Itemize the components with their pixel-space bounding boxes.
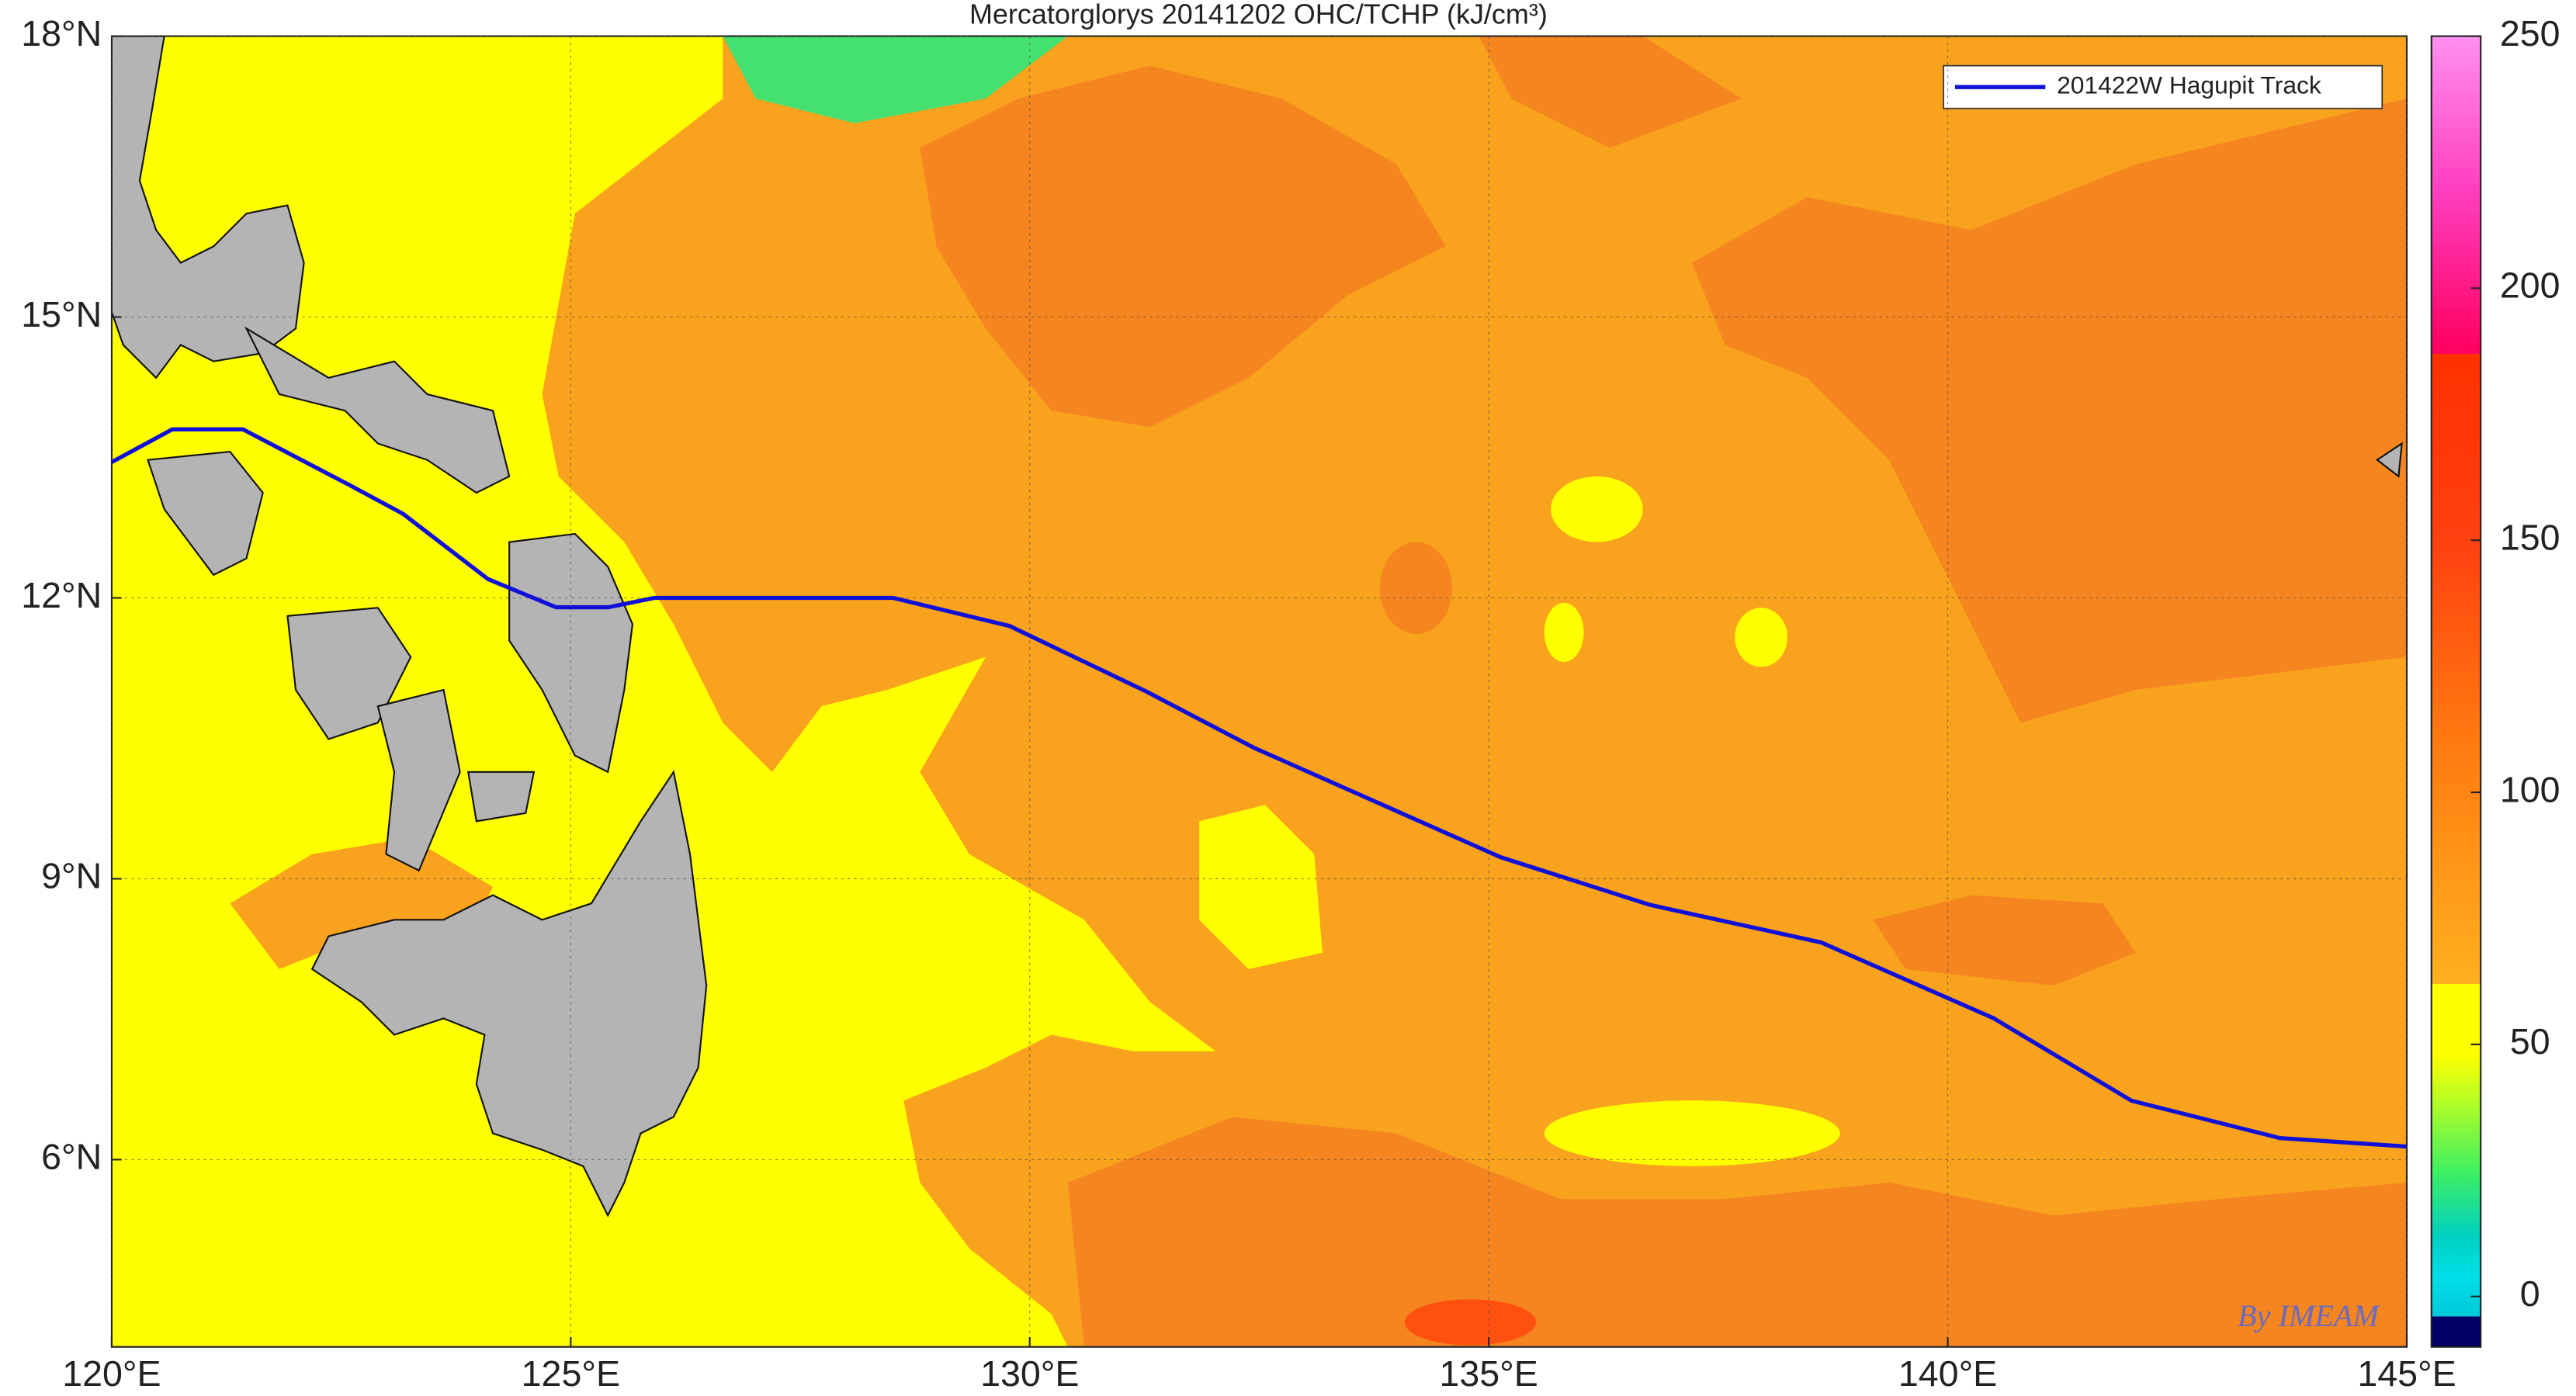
low-ohc-region — [1735, 608, 1787, 667]
high-ohc-region — [1067, 1117, 2407, 1347]
green-region — [723, 36, 1068, 123]
y-tick-label: 12°N — [21, 575, 102, 615]
colorbar-tick-label: 0 — [2520, 1273, 2540, 1314]
colorbar — [2430, 35, 2482, 1348]
colorbar-tick-label: 50 — [2510, 1021, 2550, 1062]
colorbar-tick-label: 100 — [2500, 769, 2560, 809]
x-tick-label: 140°E — [1898, 1353, 1997, 1394]
colorbar-tick-label: 250 — [2500, 13, 2560, 54]
high-ohc-region — [1479, 36, 1742, 148]
y-tick-label: 6°N — [41, 1137, 102, 1177]
plot-frame — [110, 35, 2408, 1348]
negros — [376, 688, 461, 872]
ohc-field — [111, 36, 2407, 1347]
bicol — [244, 326, 511, 494]
mindanao — [310, 770, 708, 1218]
luzon — [111, 36, 305, 379]
low-ohc-region — [1544, 1100, 1840, 1166]
high-ohc-region — [920, 65, 1446, 428]
x-tick-label: 125°E — [522, 1353, 620, 1394]
samar-leyte — [508, 532, 634, 774]
bohol — [467, 771, 536, 823]
island — [2376, 442, 2403, 478]
very-high-ohc-region — [1404, 1299, 1537, 1346]
x-tick-label: 130°E — [980, 1353, 1079, 1394]
low-ohc-region — [1199, 805, 1323, 969]
legend: 201422W Hagupit Track — [1943, 64, 2384, 109]
y-tick-label: 18°N — [21, 13, 102, 54]
track-line — [111, 427, 2407, 1149]
low-ohc-region — [1551, 476, 1643, 542]
low-ohc-region — [1544, 602, 1584, 663]
high-ohc-region — [1873, 895, 2136, 986]
y-tick-label: 15°N — [21, 294, 102, 334]
high-ohc-region — [1692, 99, 2407, 723]
x-tick-label: 120°E — [62, 1353, 161, 1394]
x-tick-label: 135°E — [1439, 1353, 1538, 1394]
chart-body: Mercatorglorys 20141202 OHC/TCHP (kJ/cm³… — [21, 0, 2560, 1394]
chart-title: Mercatorglorys 20141202 OHC/TCHP (kJ/cm³… — [969, 0, 1548, 30]
colorbar-tick-label: 200 — [2500, 265, 2560, 306]
land — [111, 36, 2403, 1218]
colorbar-tick-label: 150 — [2500, 518, 2560, 558]
watermark: By IMEAM — [2238, 1298, 2380, 1333]
mindoro — [147, 450, 264, 577]
high-ohc-region — [1380, 542, 1453, 635]
y-tick-label: 9°N — [41, 856, 102, 896]
x-tick-label: 145°E — [2357, 1353, 2456, 1394]
legend-label: 201422W Hagupit Track — [2057, 71, 2321, 99]
